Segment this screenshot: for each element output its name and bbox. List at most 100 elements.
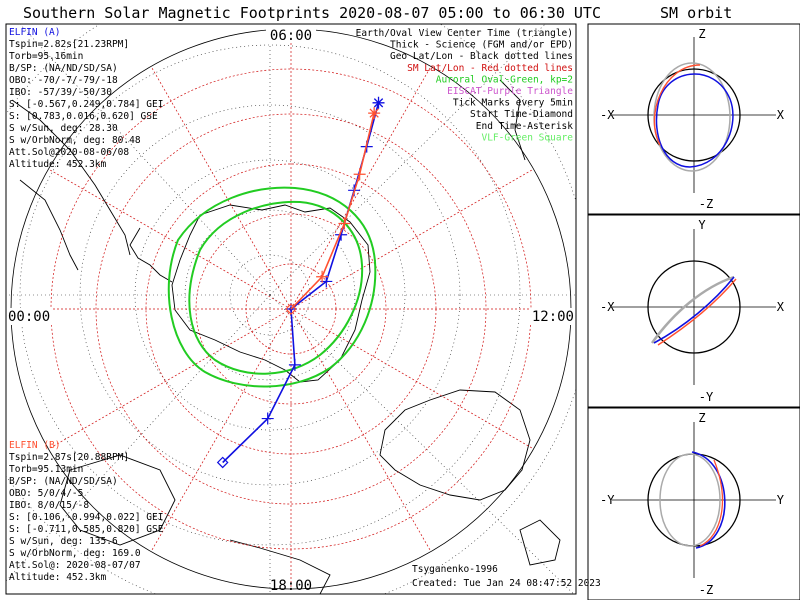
- peninsula-coast: [129, 227, 173, 283]
- map-frame: [5, 23, 577, 595]
- legend-entry: Tick Marks every 5min: [453, 98, 573, 109]
- auroral-oval-inner: [188, 200, 364, 375]
- info-line: S: [0.783,0.016,0.620] GSE: [9, 111, 158, 122]
- polar-map: [6, 24, 576, 594]
- info-line: Altitude: 452.3km: [9, 572, 107, 583]
- legend-entry: EISCAT-Purple Triangle: [447, 86, 573, 97]
- clock-label-right: 12:00: [532, 309, 574, 325]
- tick-mark: [261, 412, 274, 425]
- track-elfin-a: [222, 102, 380, 464]
- legend-entry: Start Time-Diamond: [470, 109, 573, 120]
- clock-label-left: 00:00: [8, 309, 50, 325]
- auroral-oval: [167, 186, 377, 388]
- info-line: S w/Sun, deg: 135.6: [9, 536, 118, 547]
- orbit-shadow: [653, 62, 731, 172]
- elfin-b-name: ELFIN (B): [9, 440, 60, 451]
- south-america-coast: [11, 99, 131, 256]
- info-line: Tspin=2.82s[21.23RPM]: [9, 39, 129, 50]
- orbit-elfin-a: [653, 276, 735, 344]
- footprint-tracks: [216, 96, 385, 469]
- end-asterisk: [372, 96, 385, 109]
- orbit-elfin-b: [657, 278, 737, 346]
- sm-orbit-panels: Z -Z -X X Y -Y -X X Z -Z -Y Y: [587, 23, 800, 600]
- clock-top-bg: [266, 26, 316, 43]
- tick-mark: [316, 270, 329, 283]
- orbit-elfin-a: [691, 451, 726, 549]
- model-label: Tsyganenko-1996: [412, 564, 498, 575]
- chart-title: Southern Solar Magnetic Footprints 2020-…: [23, 4, 601, 22]
- elfin-a-info: ELFIN (A)Tspin=2.82s[21.23RPM]Torb=95.16…: [9, 27, 163, 170]
- orbit-elfin-b: [699, 459, 724, 547]
- end-asterisk: [368, 107, 381, 120]
- created-label: Created: Tue Jan 24 08:47:52 2023: [412, 578, 601, 589]
- clock-right-bg: [530, 308, 575, 325]
- coast-2: [19, 179, 79, 271]
- info-line: S: [0.106,-0.994,0.022] GEI: [9, 512, 163, 523]
- info-line: IBO: -57/39/-50/30: [9, 87, 112, 98]
- info-line: Att.Sol@2020-08-06/08: [9, 147, 129, 158]
- start-diamond: [285, 303, 297, 315]
- legend-entry: End Time-Asterisk: [476, 121, 574, 132]
- orbit-axis-label: Y: [777, 493, 785, 507]
- elfin-a-name: ELFIN (A): [9, 27, 60, 38]
- coastlines: [11, 79, 561, 594]
- antarctica-coast: [171, 204, 371, 383]
- auroral-oval-outer: [167, 186, 377, 388]
- orbit-shadow: [650, 275, 735, 344]
- info-line: Att.Sol@: 2020-08-07/07: [9, 560, 141, 571]
- orbit-axis-label: X: [777, 300, 785, 314]
- info-line: S: [-0.567,0.249,0.784] GEI: [9, 99, 163, 110]
- africa-coast: [59, 454, 176, 546]
- legend-entry: Thick - Science (FGM and/or EPD): [390, 40, 573, 51]
- legend-entry: Geo Lat/Lon - Black dotted lines: [390, 51, 573, 62]
- clock-left-bg: [7, 308, 53, 325]
- coast-3: [229, 539, 331, 594]
- info-line: S w/Sun, deg: 28.30: [9, 123, 118, 134]
- orbit-axis-label: -Y: [699, 390, 714, 404]
- australia-coast: [379, 389, 531, 501]
- legend-entry: SM Lat/Lon - Red dotted lines: [407, 63, 573, 74]
- orbit-axis-label: Z: [698, 27, 705, 41]
- tick-mark: [288, 358, 301, 371]
- orbit-elfin-a: [655, 73, 734, 168]
- info-line: OBO: 5/0/4/-5: [9, 488, 83, 499]
- info-line: Altitude: 452.3km: [9, 159, 107, 170]
- legend: Earth/Oval View Center Time (triangle)Th…: [356, 28, 574, 143]
- orbit-axis-label: -X: [600, 300, 615, 314]
- info-line: OBO: -70/-7/-79/-18: [9, 75, 118, 86]
- clock-label-top: 06:00: [270, 28, 312, 44]
- orbit-axis-label: X: [777, 108, 785, 122]
- info-line: B/SP: (NA/ND/SD/SA): [9, 63, 118, 74]
- start-diamond: [216, 456, 229, 469]
- info-line: IBO: 8/0/15/-8: [9, 500, 89, 511]
- orbit-panel-frame: [587, 214, 800, 408]
- nz-coast: [519, 519, 561, 566]
- orbit-panel-frame: [587, 407, 800, 600]
- legend-entry: Earth/Oval View Center Time (triangle): [356, 28, 573, 39]
- info-line: Torb=95.16min: [9, 51, 83, 62]
- sm-orbit-title: SM orbit: [660, 4, 732, 22]
- tick-mark: [353, 168, 366, 181]
- clock-label-bottom: 18:00: [270, 578, 312, 594]
- orbit-axis-label: Z: [698, 411, 705, 425]
- orbit-axis-label: -X: [600, 108, 615, 122]
- tick-mark: [338, 217, 351, 230]
- orbit-axis-label: -Z: [699, 197, 713, 211]
- orbit-panel-frame: [587, 23, 800, 215]
- info-line: S w/OrbNorm, deg: 80.48: [9, 135, 141, 146]
- info-line: B/SP: (NA/ND/SD/SA): [9, 476, 118, 487]
- elfin-b-info: ELFIN (B)Tspin=2.87s[20.88RPM]Torb=95.13…: [9, 440, 164, 583]
- coast-4: [499, 79, 526, 161]
- orbit-axis-label: -Y: [600, 493, 615, 507]
- orbit-axis-label: Y: [698, 218, 706, 232]
- orbit-elfin-b: [653, 64, 701, 146]
- info-line: Torb=95.13min: [9, 464, 83, 475]
- orbit-axis-label: -Z: [699, 583, 713, 597]
- info-line: S: [-0.711,0.585,0.820] GSE: [9, 524, 164, 535]
- info-line: Tspin=2.87s[20.88RPM]: [9, 452, 129, 463]
- info-line: S w/OrbNorm, deg: 169.0: [9, 548, 141, 559]
- orbit-shadow: [659, 453, 721, 547]
- legend-entry: Auroral Oval-Green, kp=2: [436, 74, 573, 85]
- legend-entry: VLF-Green Square: [481, 132, 573, 143]
